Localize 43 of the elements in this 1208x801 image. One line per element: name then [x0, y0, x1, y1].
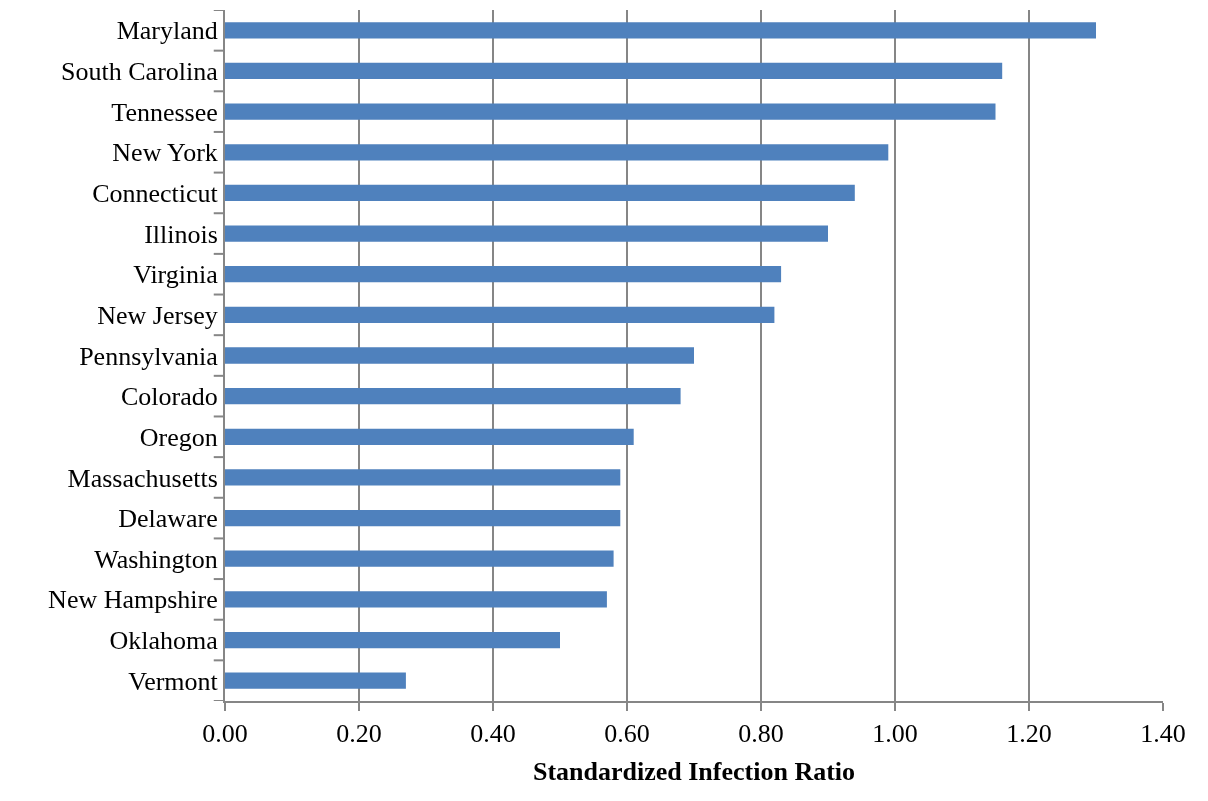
bar	[225, 144, 889, 161]
x-tick-label: 0.60	[604, 719, 650, 749]
y-tick-label: New Hampshire	[48, 585, 218, 615]
x-axis-title: Standardized Infection Ratio	[532, 757, 856, 787]
y-tick-label: Oklahoma	[109, 626, 219, 656]
y-tick-label: South Carolina	[61, 57, 219, 87]
y-tick-label: Connecticut	[92, 179, 219, 209]
y-tick-label: Illinois	[144, 219, 218, 249]
bar	[225, 306, 775, 323]
x-tick-label: 0.20	[336, 719, 382, 749]
x-tick-label: 0.80	[738, 719, 784, 749]
y-tick-label: Pennsylvania	[79, 341, 219, 371]
y-tick-label: Colorado	[121, 382, 218, 412]
y-tick-label: Delaware	[118, 504, 218, 534]
y-tick-label: Virginia	[133, 260, 219, 290]
bar	[225, 103, 996, 120]
bar	[225, 62, 1003, 80]
x-tick-label: 1.40	[1140, 719, 1186, 749]
bar	[225, 550, 614, 567]
y-tick-label: New Jersey	[97, 300, 218, 330]
bar	[225, 184, 855, 202]
bar	[225, 225, 828, 242]
bar	[225, 266, 782, 283]
x-tick-label: 0.00	[202, 719, 248, 749]
x-tick-label: 0.40	[470, 719, 516, 749]
y-tick-label: Vermont	[128, 666, 219, 696]
bar	[225, 672, 406, 689]
y-tick-label: Tennessee	[111, 97, 218, 127]
y-tick-label: New York	[112, 138, 218, 168]
y-tick-label: Oregon	[139, 422, 218, 452]
x-tick-label: 1.20	[1006, 719, 1052, 749]
bar	[225, 388, 681, 405]
bar	[225, 347, 694, 364]
bar	[225, 591, 607, 608]
bar	[225, 428, 634, 445]
bar	[225, 631, 560, 649]
y-tick-label: Washington	[94, 544, 218, 574]
bar	[225, 469, 621, 486]
x-tick-label: 1.00	[872, 719, 918, 749]
bar	[225, 509, 621, 527]
bar	[225, 22, 1096, 39]
y-tick-label: Massachusetts	[67, 463, 218, 493]
y-tick-label: Maryland	[116, 16, 218, 46]
